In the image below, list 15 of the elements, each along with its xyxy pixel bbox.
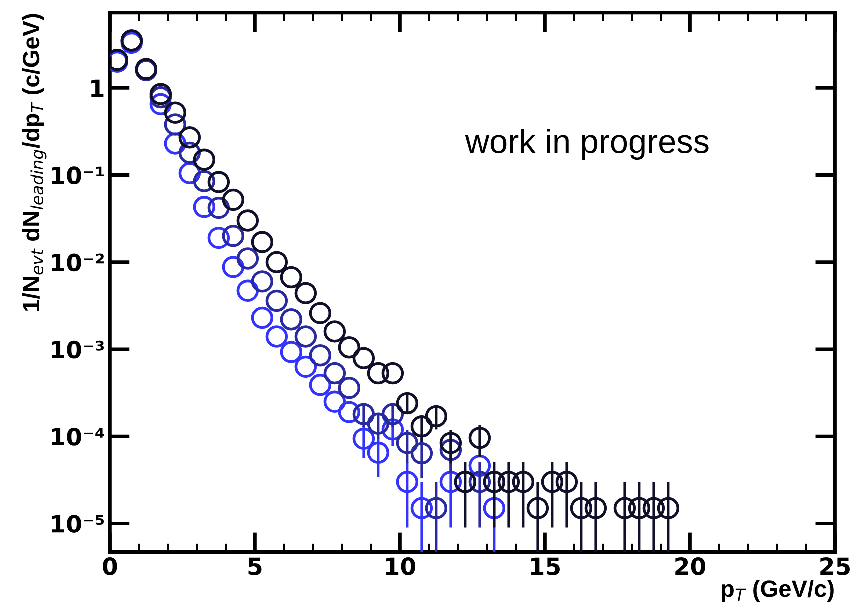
y-tick-label: 10⁻⁵ (52, 515, 104, 534)
x-axis-title: p$_{T}$ (GeV/c) (722, 580, 834, 602)
y-tick-label: 10⁻¹ (52, 166, 104, 185)
x-tick-label: 10 (386, 558, 416, 576)
annotation: work in progress (465, 128, 709, 160)
y-axis-title: 1/N$_{evt}$ dN$_{leading}$/dp$_{T}$ (c/GeV) (22, 14, 47, 312)
y-tick-label: 1 (92, 80, 104, 98)
x-tick-label: 5 (248, 558, 262, 576)
x-tick-label: 25 (820, 558, 850, 576)
y-tick-label: 10⁻² (52, 254, 104, 272)
x-tick-label: 15 (531, 558, 560, 576)
x-tick-label: 20 (676, 558, 706, 576)
x-tick-label: 0 (103, 558, 118, 576)
y-tick-label: 10⁻³ (52, 340, 104, 359)
y-tick-label: 10⁻⁴ (52, 428, 104, 446)
